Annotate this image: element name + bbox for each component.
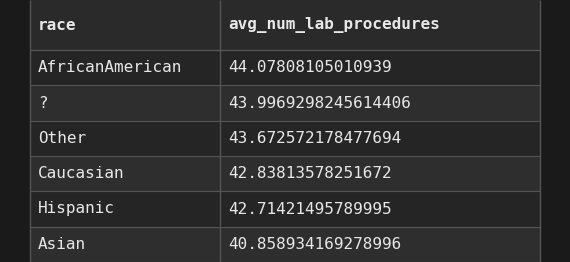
Bar: [30, 85, 540, 121]
Text: ?: ?: [38, 96, 48, 111]
Text: 40.858934169278996: 40.858934169278996: [228, 237, 401, 252]
Text: Other: Other: [38, 131, 86, 146]
Bar: [30, 191, 540, 227]
Text: 43.9969298245614406: 43.9969298245614406: [228, 96, 411, 111]
Bar: [0, 191, 30, 227]
Text: race: race: [38, 18, 76, 32]
Bar: [540, 191, 570, 227]
Bar: [540, 156, 570, 191]
Bar: [0, 121, 30, 156]
Bar: [30, 156, 540, 191]
Bar: [540, 0, 570, 50]
Bar: [0, 50, 30, 85]
Text: 44.07808105010939: 44.07808105010939: [228, 60, 392, 75]
Text: 42.71421495789995: 42.71421495789995: [228, 201, 392, 216]
Text: Hispanic: Hispanic: [38, 201, 115, 216]
Bar: [30, 50, 540, 85]
Bar: [0, 85, 30, 121]
Text: AfricanAmerican: AfricanAmerican: [38, 60, 182, 75]
Bar: [0, 0, 570, 50]
Bar: [540, 50, 570, 85]
Bar: [30, 227, 540, 262]
Text: Asian: Asian: [38, 237, 86, 252]
Bar: [0, 0, 30, 50]
Text: 42.83813578251672: 42.83813578251672: [228, 166, 392, 181]
Bar: [30, 121, 540, 156]
Bar: [0, 227, 30, 262]
Bar: [540, 227, 570, 262]
Bar: [540, 121, 570, 156]
Bar: [540, 85, 570, 121]
Bar: [0, 156, 30, 191]
Text: avg_num_lab_procedures: avg_num_lab_procedures: [228, 17, 439, 33]
Text: 43.672572178477694: 43.672572178477694: [228, 131, 401, 146]
Text: Caucasian: Caucasian: [38, 166, 125, 181]
